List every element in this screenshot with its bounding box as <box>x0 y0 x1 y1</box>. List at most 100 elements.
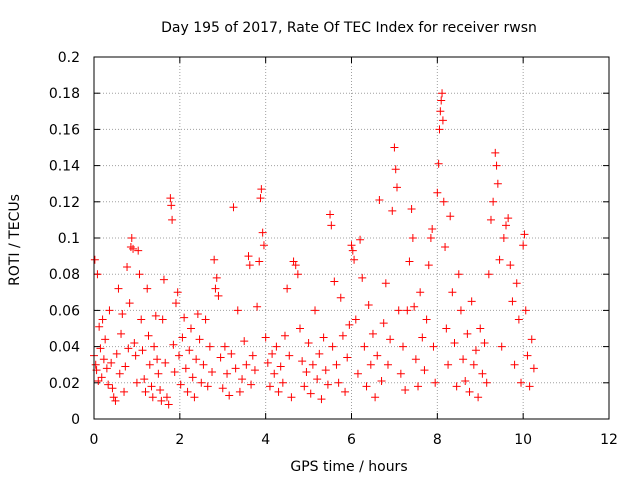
data-point <box>527 335 536 344</box>
data-point <box>482 378 491 387</box>
data-point <box>452 382 461 391</box>
data-point <box>183 387 192 396</box>
data-point <box>465 387 474 396</box>
data-point <box>315 349 324 358</box>
data-point <box>274 387 283 396</box>
data-point <box>220 342 229 351</box>
data-point <box>270 369 279 378</box>
data-point <box>242 360 251 369</box>
data-point <box>300 382 309 391</box>
data-point <box>373 351 382 360</box>
data-point <box>112 349 121 358</box>
data-point <box>386 335 395 344</box>
data-point <box>154 369 163 378</box>
data-point <box>289 257 298 266</box>
data-point <box>311 306 320 315</box>
data-point <box>111 396 120 405</box>
grid-lines <box>94 57 609 419</box>
data-point <box>180 313 189 322</box>
data-point <box>276 362 285 371</box>
data-point <box>416 288 425 297</box>
data-point <box>131 351 140 360</box>
data-point <box>486 215 495 224</box>
data-point <box>244 252 253 261</box>
data-point <box>229 203 238 212</box>
data-point <box>508 297 517 306</box>
data-point <box>437 96 446 105</box>
data-point <box>399 342 407 351</box>
x-tick-label: 12 <box>600 432 618 448</box>
data-point <box>164 400 173 409</box>
data-point <box>261 333 270 342</box>
data-point <box>379 319 388 328</box>
data-point <box>98 315 107 324</box>
data-point <box>519 241 528 250</box>
data-point <box>444 360 453 369</box>
data-point <box>392 183 401 192</box>
data-point <box>375 195 384 204</box>
data-point <box>137 315 146 324</box>
data-point <box>436 107 445 116</box>
data-point <box>493 179 502 188</box>
data-point <box>438 116 447 125</box>
data-point <box>317 395 326 404</box>
data-point <box>360 342 369 351</box>
data-point <box>414 382 423 391</box>
x-tick-label: 8 <box>433 432 442 448</box>
data-point <box>446 212 455 221</box>
data-point <box>248 351 257 360</box>
data-point <box>132 378 141 387</box>
data-point <box>176 380 185 389</box>
chart-title: Day 195 of 2017, Rate Of TEC Index for r… <box>161 20 537 36</box>
data-point <box>96 344 105 353</box>
data-point <box>304 338 313 347</box>
data-point <box>383 360 392 369</box>
data-point <box>471 346 480 355</box>
data-point <box>338 331 347 340</box>
data-point <box>205 342 214 351</box>
data-point <box>410 302 419 311</box>
data-point <box>514 315 523 324</box>
data-point <box>233 306 242 315</box>
data-point <box>283 284 292 293</box>
y-tick-label: 0.02 <box>49 376 80 392</box>
data-point <box>439 197 448 206</box>
data-point <box>97 373 106 382</box>
data-point <box>330 277 339 286</box>
data-point <box>405 257 414 266</box>
y-tick-label: 0 <box>71 412 80 428</box>
data-point <box>108 384 117 393</box>
data-point <box>192 355 201 364</box>
data-point <box>115 369 124 378</box>
data-point <box>502 221 510 230</box>
data-point <box>225 391 234 400</box>
y-tick-label: 0.16 <box>49 122 80 138</box>
data-point <box>178 333 187 342</box>
data-point <box>491 148 500 157</box>
data-point <box>358 273 367 282</box>
data-point <box>235 387 244 396</box>
data-point <box>489 197 498 206</box>
data-point <box>442 324 451 333</box>
x-tick-label: 6 <box>347 432 356 448</box>
data-point <box>216 353 225 362</box>
data-point <box>321 366 330 375</box>
data-point <box>259 241 268 250</box>
data-point <box>190 393 199 402</box>
data-point <box>218 384 227 393</box>
data-point <box>362 382 371 391</box>
data-point <box>426 234 435 242</box>
data-point <box>203 382 212 391</box>
data-point <box>143 284 152 293</box>
data-point <box>265 382 274 391</box>
data-point <box>280 331 289 340</box>
data-point <box>306 389 315 398</box>
data-point <box>336 293 345 302</box>
y-tick-label: 0.2 <box>58 50 80 66</box>
data-point <box>153 355 162 364</box>
data-point <box>353 369 362 378</box>
data-point <box>99 355 108 364</box>
data-point <box>461 376 470 385</box>
data-point <box>105 306 114 315</box>
